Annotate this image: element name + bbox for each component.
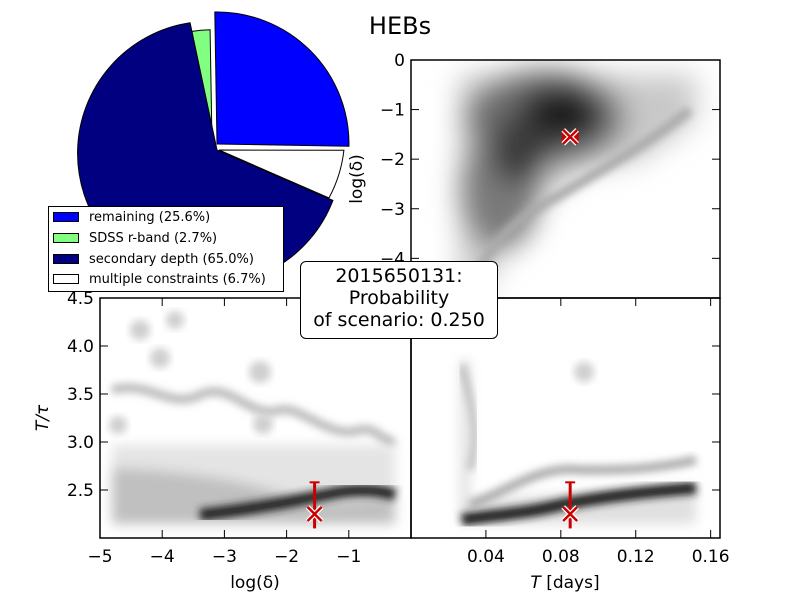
scenario-info-box: 2015650131: Probability of scenario: 0.2… [300, 261, 498, 339]
info-line-probability: Probability [348, 287, 450, 309]
lower-left-marker [305, 481, 324, 529]
ur-ytick-label: −1 [380, 101, 405, 121]
lower-right-xlabel: T [days] [530, 573, 599, 593]
legend-label-sdss: SDSS r-band (2.7%) [89, 230, 218, 246]
ll-xtick-label: −3 [212, 547, 237, 567]
panel-upper-right: 0−1−2−3−4 log(δ) [347, 51, 721, 299]
lower-left-xlabel: log(δ) [230, 573, 280, 593]
legend-swatch-multiple-constraints [53, 274, 79, 284]
pie-slice-remaining [214, 11, 350, 147]
lower-right-marker [561, 481, 579, 529]
lower-left-ylabel: T/τ [33, 404, 53, 431]
ur-ytick-label: −2 [380, 150, 405, 170]
legend-item-remaining: remaining (25.6%) [53, 209, 210, 225]
legend-swatch-secondary-depth [53, 254, 79, 264]
pie-legend: remaining (25.6%) SDSS r-band (2.7%) sec… [48, 206, 284, 292]
x-marker [562, 128, 579, 145]
ur-ytick-label: −3 [380, 200, 405, 220]
lower-right-x-ticks: 0.04 0.08 0.12 0.16 [467, 297, 730, 567]
legend-item-multiple-constraints: multiple constraints (6.7%) [53, 271, 266, 287]
lr-xtick-label: 0.16 [692, 547, 730, 567]
ll-ytick-label: 3.0 [67, 433, 94, 453]
info-line-star-id: 2015650131: [335, 265, 463, 287]
panel-lower-right: 0.04 0.08 0.12 0.16 T [days] [410, 297, 730, 593]
x-marker [306, 506, 323, 522]
lr-xtick-label: 0.04 [467, 547, 505, 567]
upper-right-marker [561, 128, 579, 146]
lower-left-y-ticks: 2.5 3.0 3.5 4.0 4.5 [67, 289, 108, 501]
legend-swatch-remaining [53, 212, 79, 222]
upper-right-ylabel: log(δ) [347, 154, 367, 204]
legend-label-multiple-constraints: multiple constraints (6.7%) [89, 271, 266, 287]
info-line-scenario: of scenario: 0.250 [313, 309, 485, 331]
figure-title: HEBs [369, 12, 431, 40]
legend-item-sdss: SDSS r-band (2.7%) [53, 230, 217, 246]
ur-ytick-label: 0 [394, 51, 405, 71]
ll-ytick-label: 4.5 [67, 289, 94, 309]
legend-label-remaining: remaining (25.6%) [89, 209, 211, 225]
ll-xtick-label: −1 [336, 547, 361, 567]
ll-xtick-label: −2 [274, 547, 299, 567]
ll-xtick-label: −4 [150, 547, 175, 567]
pie-slice-multiple-constraints [218, 149, 345, 199]
ll-ytick-label: 2.5 [67, 481, 94, 501]
upper-right-y-ticks: 0−1−2−3−4 [380, 51, 720, 269]
ll-ytick-label: 3.5 [67, 385, 94, 405]
legend-item-secondary-depth: secondary depth (65.0%) [53, 251, 254, 267]
lower-left-x-ticks: −5 −4 −3 −2 −1 [87, 298, 361, 567]
panel-lower-left: −5 −4 −3 −2 −1 2.5 3.0 3.5 4.0 4.5 log(δ) T/τ [33, 289, 412, 593]
ll-xtick-label: −5 [87, 547, 112, 567]
lower-right-axes-frame [410, 297, 721, 539]
x-marker [562, 506, 579, 522]
lr-xtick-label: 0.12 [617, 547, 655, 567]
lr-xtick-label: 0.08 [542, 547, 580, 567]
legend-label-secondary-depth: secondary depth (65.0%) [89, 251, 254, 267]
ll-ytick-label: 4.0 [67, 337, 94, 357]
legend-swatch-sdss [53, 233, 79, 243]
